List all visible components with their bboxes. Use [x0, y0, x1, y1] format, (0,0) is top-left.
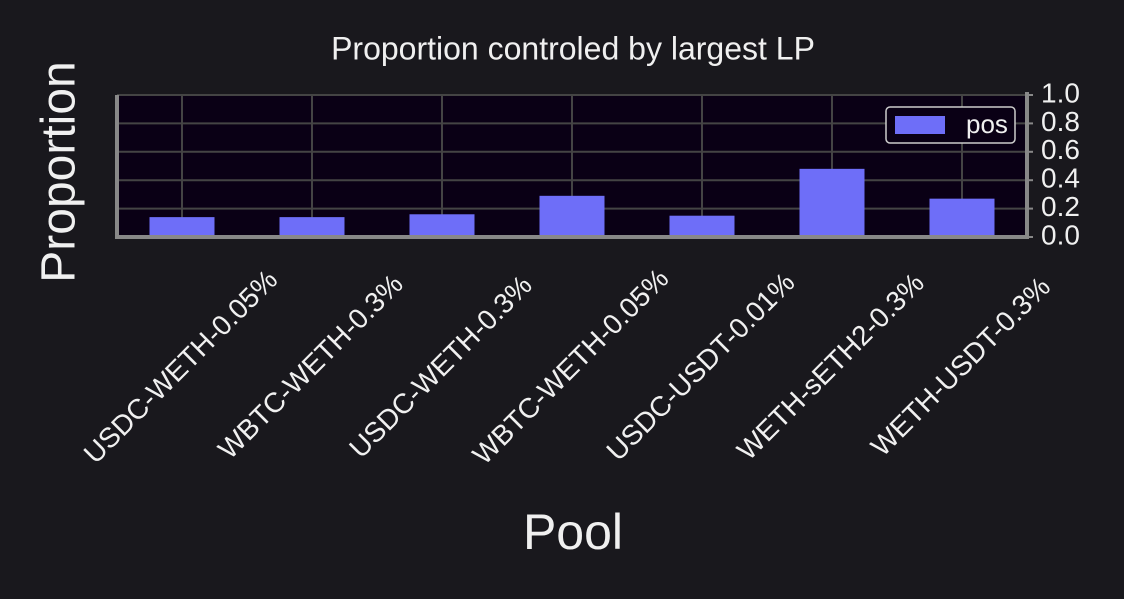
bar [669, 215, 735, 237]
chart-title: Proportion controled by largest LP [331, 30, 815, 66]
bar [149, 217, 215, 237]
bar [539, 195, 605, 237]
bar [279, 217, 345, 237]
marks [149, 168, 995, 237]
y-tick-label: 0.6 [1041, 134, 1080, 165]
legend-swatch [895, 116, 945, 134]
y-tick-label: 0.2 [1041, 191, 1080, 222]
y-tick-label: 1.0 [1041, 77, 1080, 108]
y-tick-label: 0.4 [1041, 163, 1080, 194]
y-tick-label: 0.8 [1041, 106, 1080, 137]
bar [799, 168, 865, 237]
bar [409, 214, 475, 237]
y-axis-label: Proportion [33, 61, 86, 282]
legend-label: pos [966, 109, 1008, 139]
bar [929, 198, 995, 237]
x-axis-label: Pool [523, 504, 623, 560]
y-tick-label: 0.0 [1041, 219, 1080, 250]
